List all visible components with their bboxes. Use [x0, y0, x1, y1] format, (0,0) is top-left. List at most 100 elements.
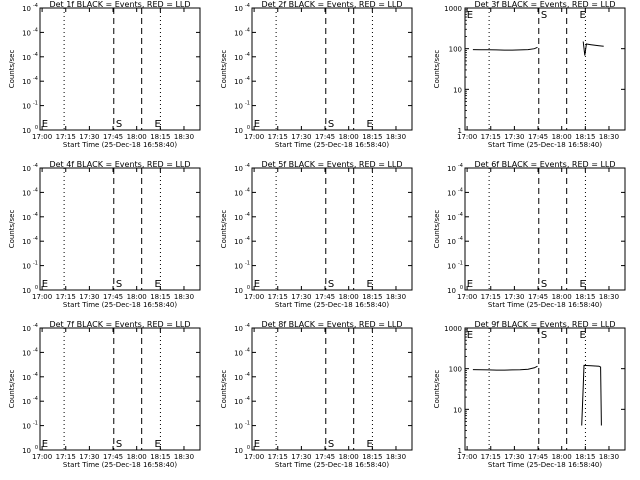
y-tick-exponent: -4	[33, 187, 38, 193]
y-tick-exponent: -4	[33, 372, 38, 378]
event-marker-s: S	[541, 10, 547, 21]
y-tick-label: 10	[447, 238, 456, 246]
y-tick-label: 10	[234, 398, 243, 406]
x-tick-label: 17:45	[103, 293, 123, 301]
panel-det-9: Det 9f BLACK = Events, RED = LLD 1000 100 1…	[433, 320, 626, 469]
event-marker-s: S	[116, 119, 122, 130]
x-tick-label: 17:45	[315, 293, 335, 301]
y-tick-label: 10	[22, 214, 31, 222]
x-tick-label: 18:15	[362, 293, 382, 301]
event-marker-e: E	[579, 10, 585, 21]
x-tick-label: 17:45	[528, 293, 548, 301]
plot-frame	[39, 7, 201, 131]
x-tick-label: 17:30	[79, 133, 99, 141]
series-line-1	[472, 46, 538, 51]
plot-frame	[39, 167, 201, 291]
panel-title: Det 8f BLACK = Events, RED = LLD	[261, 320, 402, 329]
y-tick-exponent: 0	[35, 125, 38, 131]
y-tick-label: 10	[234, 214, 243, 222]
x-tick-label: 18:00	[552, 133, 572, 141]
y-tick-exponent: 0	[247, 285, 250, 291]
y-tick-exponent: -1	[458, 261, 463, 267]
y-tick-label: 10	[234, 374, 243, 382]
x-tick-label: 18:00	[339, 293, 359, 301]
y-tick-exponent: -4	[33, 163, 38, 169]
y-tick-label: 1000	[444, 5, 462, 13]
y-tick-label: 10	[234, 287, 243, 295]
y-tick-label: 10	[234, 447, 243, 455]
event-marker-e: E	[467, 330, 473, 341]
y-tick-exponent: -4	[245, 52, 250, 58]
y-tick-label: 10	[234, 103, 243, 111]
panel-title: Det 5f BLACK = Events, RED = LLD	[261, 160, 402, 169]
x-tick-label: 17:45	[315, 133, 335, 141]
y-tick-label: 10	[22, 78, 31, 86]
plot-frame	[251, 167, 413, 291]
y-tick-exponent: -4	[33, 27, 38, 33]
y-tick-label: 10	[447, 214, 456, 222]
y-tick-exponent: -4	[245, 76, 250, 82]
x-tick-label: 17:30	[291, 293, 311, 301]
y-tick-exponent: -4	[458, 212, 463, 218]
y-tick-label: 10	[22, 263, 31, 271]
x-tick-label: 17:45	[315, 453, 335, 461]
y-tick-label: 10	[22, 325, 31, 333]
x-axis-label: Start Time (25-Dec-18 16:58:40)	[63, 301, 177, 309]
y-tick-label: 10	[234, 78, 243, 86]
y-tick-exponent: -4	[33, 3, 38, 9]
x-tick-label: 17:15	[56, 133, 76, 141]
panel-det-3: Det 3f BLACK = Events, RED = LLD 1000 100 1…	[433, 0, 626, 149]
y-tick-exponent: -4	[33, 396, 38, 402]
event-marker-s: S	[328, 439, 334, 450]
y-tick-label: 100	[449, 366, 462, 374]
y-tick-exponent: -4	[245, 27, 250, 33]
panel-title: Det 1f BLACK = Events, RED = LLD	[49, 0, 190, 9]
y-tick-exponent: -1	[245, 421, 250, 427]
x-axis-label: Start Time (25-Dec-18 16:58:40)	[488, 461, 602, 469]
y-tick-label: 10	[234, 238, 243, 246]
x-axis-label: Start Time (25-Dec-18 16:58:40)	[275, 301, 389, 309]
series-line-1	[472, 365, 538, 371]
y-tick-label: 10	[22, 287, 31, 295]
y-tick-exponent: -4	[33, 212, 38, 218]
x-tick-label: 18:00	[552, 293, 572, 301]
y-tick-exponent: -1	[245, 261, 250, 267]
y-tick-exponent: 0	[460, 285, 463, 291]
x-tick-label: 17:15	[481, 453, 501, 461]
y-tick-label: 10	[234, 325, 243, 333]
event-marker-e: E	[579, 330, 585, 341]
x-tick-label: 17:00	[457, 133, 477, 141]
x-tick-label: 18:30	[386, 293, 406, 301]
y-tick-exponent: -4	[458, 236, 463, 242]
y-tick-label: 1	[458, 127, 462, 135]
y-axis-label: Counts/sec	[220, 210, 228, 249]
x-tick-label: 17:30	[291, 453, 311, 461]
x-tick-label: 17:30	[291, 133, 311, 141]
y-tick-exponent: -4	[33, 323, 38, 329]
x-tick-label: 17:30	[79, 453, 99, 461]
y-tick-label: 10	[22, 5, 31, 13]
y-axis-label: Counts/sec	[8, 50, 16, 89]
y-axis-label: Counts/sec	[433, 370, 441, 409]
y-tick-label: 10	[447, 263, 456, 271]
y-tick-label: 10	[234, 349, 243, 357]
event-marker-e: E	[254, 439, 260, 450]
x-tick-label: 17:00	[457, 293, 477, 301]
y-tick-label: 10	[22, 189, 31, 197]
x-tick-label: 18:30	[599, 293, 619, 301]
x-tick-label: 18:00	[127, 453, 147, 461]
y-tick-label: 100	[449, 46, 462, 54]
y-tick-label: 10	[22, 447, 31, 455]
y-tick-label: 10	[453, 406, 462, 414]
panel-title: Det 7f BLACK = Events, RED = LLD	[49, 320, 190, 329]
y-tick-label: 10	[234, 189, 243, 197]
x-tick-label: 17:45	[528, 133, 548, 141]
x-tick-label: 18:30	[386, 453, 406, 461]
x-tick-label: 18:15	[150, 453, 170, 461]
x-tick-label: 18:00	[127, 293, 147, 301]
x-axis-label: Start Time (25-Dec-18 16:58:40)	[488, 141, 602, 149]
y-tick-exponent: -1	[33, 261, 38, 267]
